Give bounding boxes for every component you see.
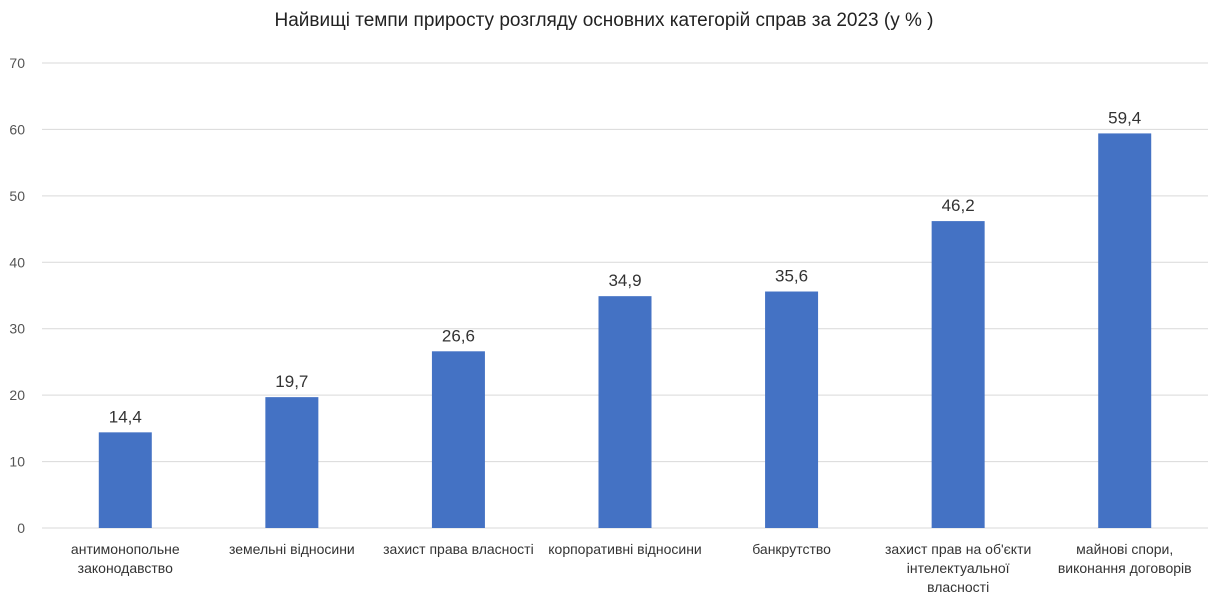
chart-title: Найвищі темпи приросту розгляду основних…: [274, 10, 934, 31]
data-label: 59,4: [1108, 108, 1141, 127]
x-axis-categories: антимонопольне законодавство земельні відн…: [71, 541, 1192, 595]
data-label: 34,9: [608, 271, 641, 290]
bar: [931, 221, 985, 528]
x-category-label: власності: [927, 579, 989, 595]
y-axis-ticks: 0 10 20 30 40 50 60 70: [9, 55, 25, 536]
y-tick-label: 0: [17, 520, 25, 536]
x-category-label: захист права власності: [383, 541, 534, 557]
y-tick-label: 50: [9, 188, 25, 204]
y-tick-label: 60: [9, 121, 25, 137]
bar: [98, 432, 152, 528]
x-category-label: антимонопольне: [71, 541, 180, 557]
y-tick-label: 30: [9, 321, 25, 337]
x-category-label: виконання договорів: [1058, 560, 1192, 576]
bar: [265, 397, 319, 528]
x-category-label: майнові спори,: [1076, 541, 1173, 557]
bars: [98, 133, 1152, 528]
data-label: 19,7: [275, 372, 308, 391]
data-label: 35,6: [775, 267, 808, 286]
y-tick-label: 70: [9, 55, 25, 71]
data-label: 14,4: [109, 407, 142, 426]
y-tick-label: 40: [9, 254, 25, 270]
x-category-label: законодавство: [78, 560, 173, 576]
x-category-label: корпоративні відносини: [548, 541, 702, 557]
bar: [765, 291, 819, 528]
x-category-label: банкрутство: [752, 541, 831, 557]
y-tick-label: 10: [9, 454, 25, 470]
data-label: 26,6: [442, 326, 475, 345]
bar: [1098, 133, 1152, 528]
data-labels: 14,4 19,7 26,6 34,9 35,6 46,2 59,4: [109, 108, 1142, 426]
x-category-label: інтелектуальної: [907, 560, 1010, 576]
data-label: 46,2: [942, 196, 975, 215]
bar: [431, 351, 485, 528]
x-category-label: земельні відносини: [229, 541, 355, 557]
x-category-label: захист прав на об'єкти: [885, 541, 1031, 557]
y-tick-label: 20: [9, 387, 25, 403]
bar: [598, 296, 652, 528]
